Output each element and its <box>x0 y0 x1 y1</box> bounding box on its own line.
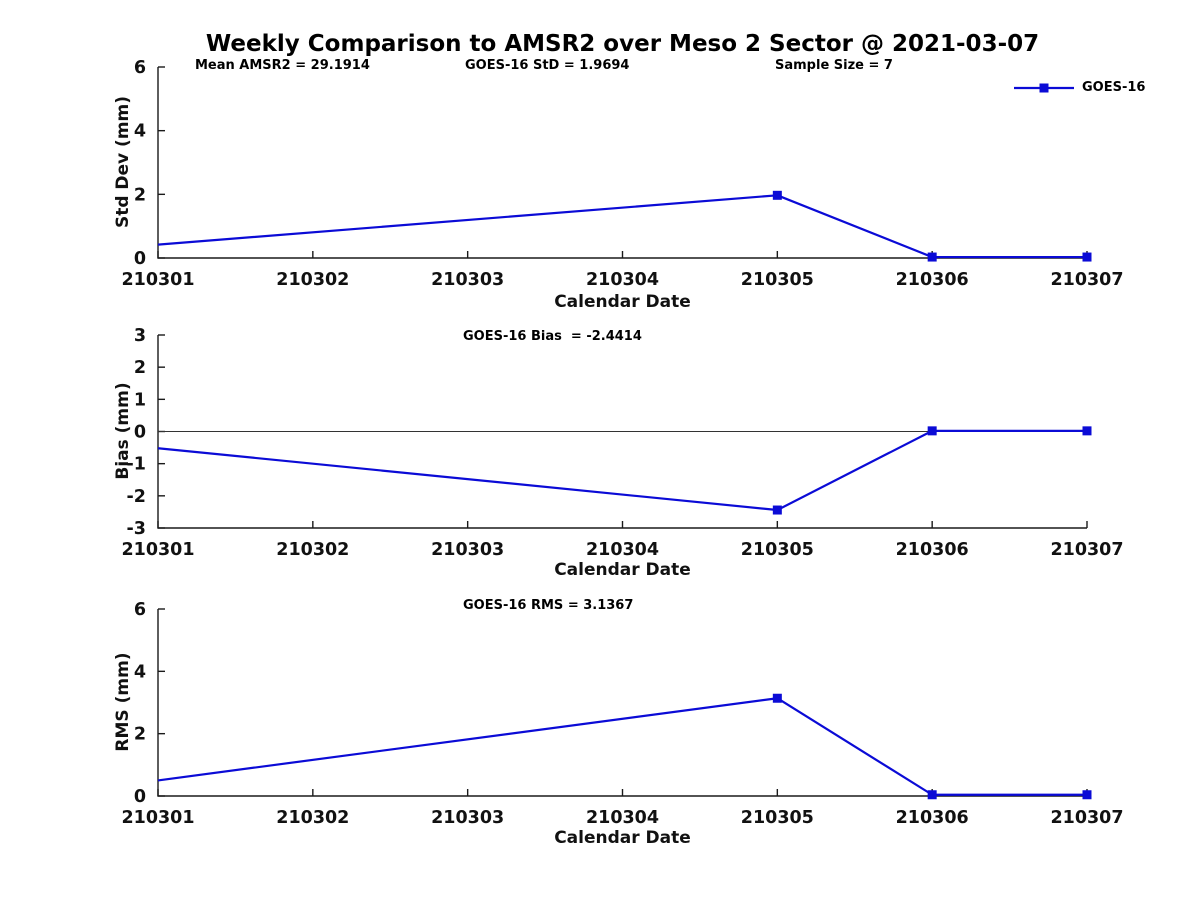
std-dev-data-marker <box>772 190 782 200</box>
goes16-rms-annotation: GOES-16 RMS = 3.1367 <box>463 598 634 613</box>
rms-x-tick-label: 210303 <box>431 808 504 828</box>
bias-x-tick-label: 210302 <box>276 540 349 560</box>
stddev-x-axis-label: Calendar Date <box>554 292 691 312</box>
rms-y-tick-label: 6 <box>134 600 146 620</box>
legend-series-label: GOES-16 <box>1082 80 1146 95</box>
bias-y-tick-label: 3 <box>134 326 146 346</box>
bias-x-axis-label: Calendar Date <box>554 560 691 580</box>
std-dev-data-marker <box>927 252 937 262</box>
rms-data-marker <box>1082 790 1092 800</box>
std-dev-data-marker <box>1082 252 1092 262</box>
rms-x-axis-label: Calendar Date <box>554 828 691 848</box>
bias-y-tick-label: -3 <box>127 519 146 539</box>
rms-x-tick-label: 210307 <box>1050 808 1123 828</box>
legend-line-marker-icon <box>1014 83 1074 92</box>
std-dev-x-tick-label: 210304 <box>586 270 659 290</box>
bias-y-tick-label: -2 <box>127 487 146 507</box>
bias-series-line <box>157 429 1087 512</box>
std-dev-y-tick-label: 6 <box>134 58 146 78</box>
rms-y-tick-label: 2 <box>134 725 146 745</box>
std-dev-x-tick-label: 210305 <box>741 270 814 290</box>
rms-x-tick-label: 210301 <box>121 808 194 828</box>
bias-plot: -3 -2 -1 0 1 2 3 210301 210302 210303 210304 210305… <box>121 326 1123 560</box>
rms-y-axis-label: RMS (mm) <box>113 652 133 752</box>
std-dev-y-tick-label: 4 <box>134 122 146 142</box>
std-dev-x-tick-label: 210307 <box>1050 270 1123 290</box>
sample-size-annotation: Sample Size = 7 <box>775 58 893 73</box>
rms-plot: 0 2 4 6 210301 210302 210303 210304 210305 210306… <box>121 600 1123 828</box>
stddev-y-axis-label: Std Dev (mm) <box>113 95 133 229</box>
bias-x-tick-label: 210307 <box>1050 540 1123 560</box>
std-dev-x-tick-label: 210302 <box>276 270 349 290</box>
legend: GOES-16 <box>1013 80 1145 95</box>
std-dev-x-tick-label: 210301 <box>121 270 194 290</box>
mean-amsr2-annotation: Mean AMSR2 = 29.1914 <box>195 58 370 73</box>
bias-y-tick-label: -1 <box>127 455 146 475</box>
std-dev-y-tick-label: 2 <box>134 185 146 205</box>
bias-y-tick-label: 0 <box>134 423 146 443</box>
bias-x-tick-label: 210301 <box>121 540 194 560</box>
std-dev-x-tick-label: 210306 <box>896 270 969 290</box>
bias-data-marker <box>927 426 937 436</box>
figure-title: Weekly Comparison to AMSR2 over Meso 2 S… <box>205 31 1040 57</box>
rms-y-tick-label: 0 <box>134 787 146 807</box>
goes16-bias-annotation: GOES-16 Bias = -2.4414 <box>463 329 642 344</box>
bias-y-tick-label: 1 <box>134 390 146 410</box>
rms-x-tick-label: 210302 <box>276 808 349 828</box>
rms-x-tick-label: 210305 <box>741 808 814 828</box>
bias-y-axis-label: Bias (mm) <box>113 382 133 480</box>
bias-data-marker <box>1082 426 1092 436</box>
rms-data-marker <box>772 693 782 703</box>
rms-data-marker <box>927 790 937 800</box>
std-dev-plot: 0 2 4 6 210301 210302 210303 210304 210305 210306… <box>121 58 1123 290</box>
std-dev-x-tick-label: 210303 <box>431 270 504 290</box>
bias-x-tick-label: 210306 <box>896 540 969 560</box>
rms-y-tick-label: 4 <box>134 662 146 682</box>
bias-x-tick-label: 210305 <box>741 540 814 560</box>
rms-x-tick-label: 210304 <box>586 808 659 828</box>
rms-x-tick-label: 210306 <box>896 808 969 828</box>
bias-x-tick-label: 210303 <box>431 540 504 560</box>
std-dev-y-tick-label: 0 <box>134 249 146 269</box>
std-dev-series-line <box>157 194 1087 259</box>
std-dev-axes-spines <box>157 67 1087 259</box>
bias-data-marker <box>772 505 782 515</box>
bias-x-tick-label: 210304 <box>586 540 659 560</box>
rms-axes-spines <box>157 609 1087 797</box>
goes16-std-annotation: GOES-16 StD = 1.9694 <box>465 58 630 73</box>
bias-y-tick-label: 2 <box>134 358 146 378</box>
rms-series-line <box>157 697 1087 796</box>
